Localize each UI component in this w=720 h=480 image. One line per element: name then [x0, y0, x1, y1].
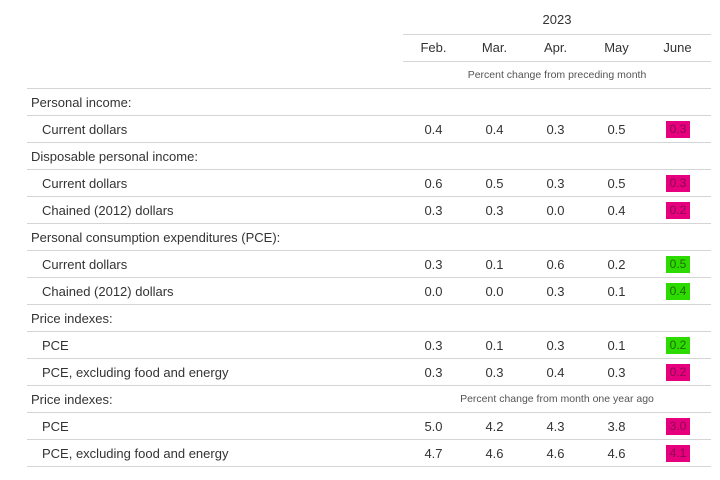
units-monthly: Percent change from preceding month — [467, 69, 647, 81]
cell-june-highlighted: 4.1 — [666, 445, 690, 462]
row-label: Current dollars — [42, 257, 128, 272]
row-label: Chained (2012) dollars — [42, 203, 174, 218]
cell-feb: 0.3 — [424, 203, 443, 218]
cell-june-highlighted: 0.4 — [666, 283, 690, 300]
cell-feb: 0.4 — [424, 122, 443, 137]
row-label: PCE — [42, 419, 69, 434]
cell-feb: 0.3 — [424, 365, 443, 380]
row-label: PCE, excluding food and energy — [42, 365, 229, 380]
category-row: Price indexes: Percent change from month … — [27, 385, 711, 413]
month-header-june: June — [663, 40, 692, 55]
table-row: Current dollars 0.3 0.1 0.6 0.2 0.5 — [27, 250, 711, 278]
cell-feb: 4.7 — [424, 446, 443, 461]
cell-june-highlighted: 0.2 — [666, 202, 690, 219]
cell-mar: 4.6 — [485, 446, 504, 461]
cell-mar: 0.0 — [485, 284, 504, 299]
cell-mar: 4.2 — [485, 419, 504, 434]
cell-apr: 0.3 — [546, 284, 565, 299]
cell-may: 3.8 — [607, 419, 626, 434]
cell-apr: 0.3 — [546, 176, 565, 191]
cell-june-highlighted: 0.3 — [666, 121, 690, 138]
cell-may: 4.6 — [607, 446, 626, 461]
units-yearly: Percent change from month one year ago — [460, 393, 654, 405]
cell-feb: 5.0 — [424, 419, 443, 434]
cell-apr: 0.6 — [546, 257, 565, 272]
category-row: Price indexes: — [27, 304, 711, 332]
table-row: PCE 5.0 4.2 4.3 3.8 3.0 — [27, 412, 711, 440]
header-rule — [403, 61, 711, 62]
cell-mar: 0.5 — [485, 176, 504, 191]
cell-may: 0.4 — [607, 203, 626, 218]
cell-feb: 0.6 — [424, 176, 443, 191]
row-label: PCE, excluding food and energy — [42, 446, 229, 461]
month-header-mar: Mar. — [481, 40, 508, 55]
category-label: Disposable personal income: — [31, 149, 198, 164]
cell-may: 0.5 — [607, 176, 626, 191]
cell-may: 0.1 — [607, 338, 626, 353]
cell-mar: 0.1 — [485, 338, 504, 353]
year-rule — [403, 34, 711, 35]
cell-june-highlighted: 3.0 — [666, 418, 690, 435]
cell-may: 0.3 — [607, 365, 626, 380]
row-label: Current dollars — [42, 122, 128, 137]
table-row: Chained (2012) dollars 0.3 0.3 0.0 0.4 0.2 — [27, 196, 711, 224]
cell-apr: 4.3 — [546, 419, 565, 434]
year-header: 2023 — [542, 12, 572, 27]
month-header-apr: Apr. — [543, 40, 568, 55]
table-row: PCE 0.3 0.1 0.3 0.1 0.2 — [27, 331, 711, 359]
cell-may: 0.1 — [607, 284, 626, 299]
cell-june-highlighted: 0.2 — [666, 364, 690, 381]
cell-may: 0.5 — [607, 122, 626, 137]
table-bottom-rule — [27, 466, 711, 467]
cell-apr: 0.3 — [546, 122, 565, 137]
month-header-may: May — [604, 40, 629, 55]
category-label: Personal consumption expenditures (PCE): — [31, 230, 281, 245]
table-row: PCE, excluding food and energy 4.7 4.6 4.6 4… — [27, 439, 711, 467]
cell-apr: 0.3 — [546, 338, 565, 353]
cell-apr: 0.0 — [546, 203, 565, 218]
row-label: PCE — [42, 338, 69, 353]
cell-mar: 0.4 — [485, 122, 504, 137]
table-row: PCE, excluding food and energy 0.3 0.3 0.4 0… — [27, 358, 711, 386]
category-label: Personal income: — [31, 95, 132, 110]
month-header-feb: Feb. — [420, 40, 447, 55]
row-label: Chained (2012) dollars — [42, 284, 174, 299]
cell-mar: 0.3 — [485, 365, 504, 380]
cell-may: 0.2 — [607, 257, 626, 272]
cell-june-highlighted: 0.3 — [666, 175, 690, 192]
cell-mar: 0.1 — [485, 257, 504, 272]
category-label: Price indexes: — [31, 311, 113, 326]
cell-feb: 0.3 — [424, 257, 443, 272]
cell-june-highlighted: 0.5 — [666, 256, 690, 273]
cell-apr: 0.4 — [546, 365, 565, 380]
row-label: Current dollars — [42, 176, 128, 191]
category-row: Disposable personal income: — [27, 142, 711, 170]
table-row: Current dollars 0.6 0.5 0.3 0.5 0.3 — [27, 169, 711, 197]
category-row: Personal consumption expenditures (PCE): — [27, 223, 711, 251]
table-row: Current dollars 0.4 0.4 0.3 0.5 0.3 — [27, 115, 711, 143]
cell-feb: 0.3 — [424, 338, 443, 353]
table-row: Chained (2012) dollars 0.0 0.0 0.3 0.1 0.4 — [27, 277, 711, 305]
category-label: Price indexes: — [31, 392, 113, 407]
cell-feb: 0.0 — [424, 284, 443, 299]
cell-mar: 0.3 — [485, 203, 504, 218]
cell-apr: 4.6 — [546, 446, 565, 461]
cell-june-highlighted: 0.2 — [666, 337, 690, 354]
category-row: Personal income: — [27, 88, 711, 116]
